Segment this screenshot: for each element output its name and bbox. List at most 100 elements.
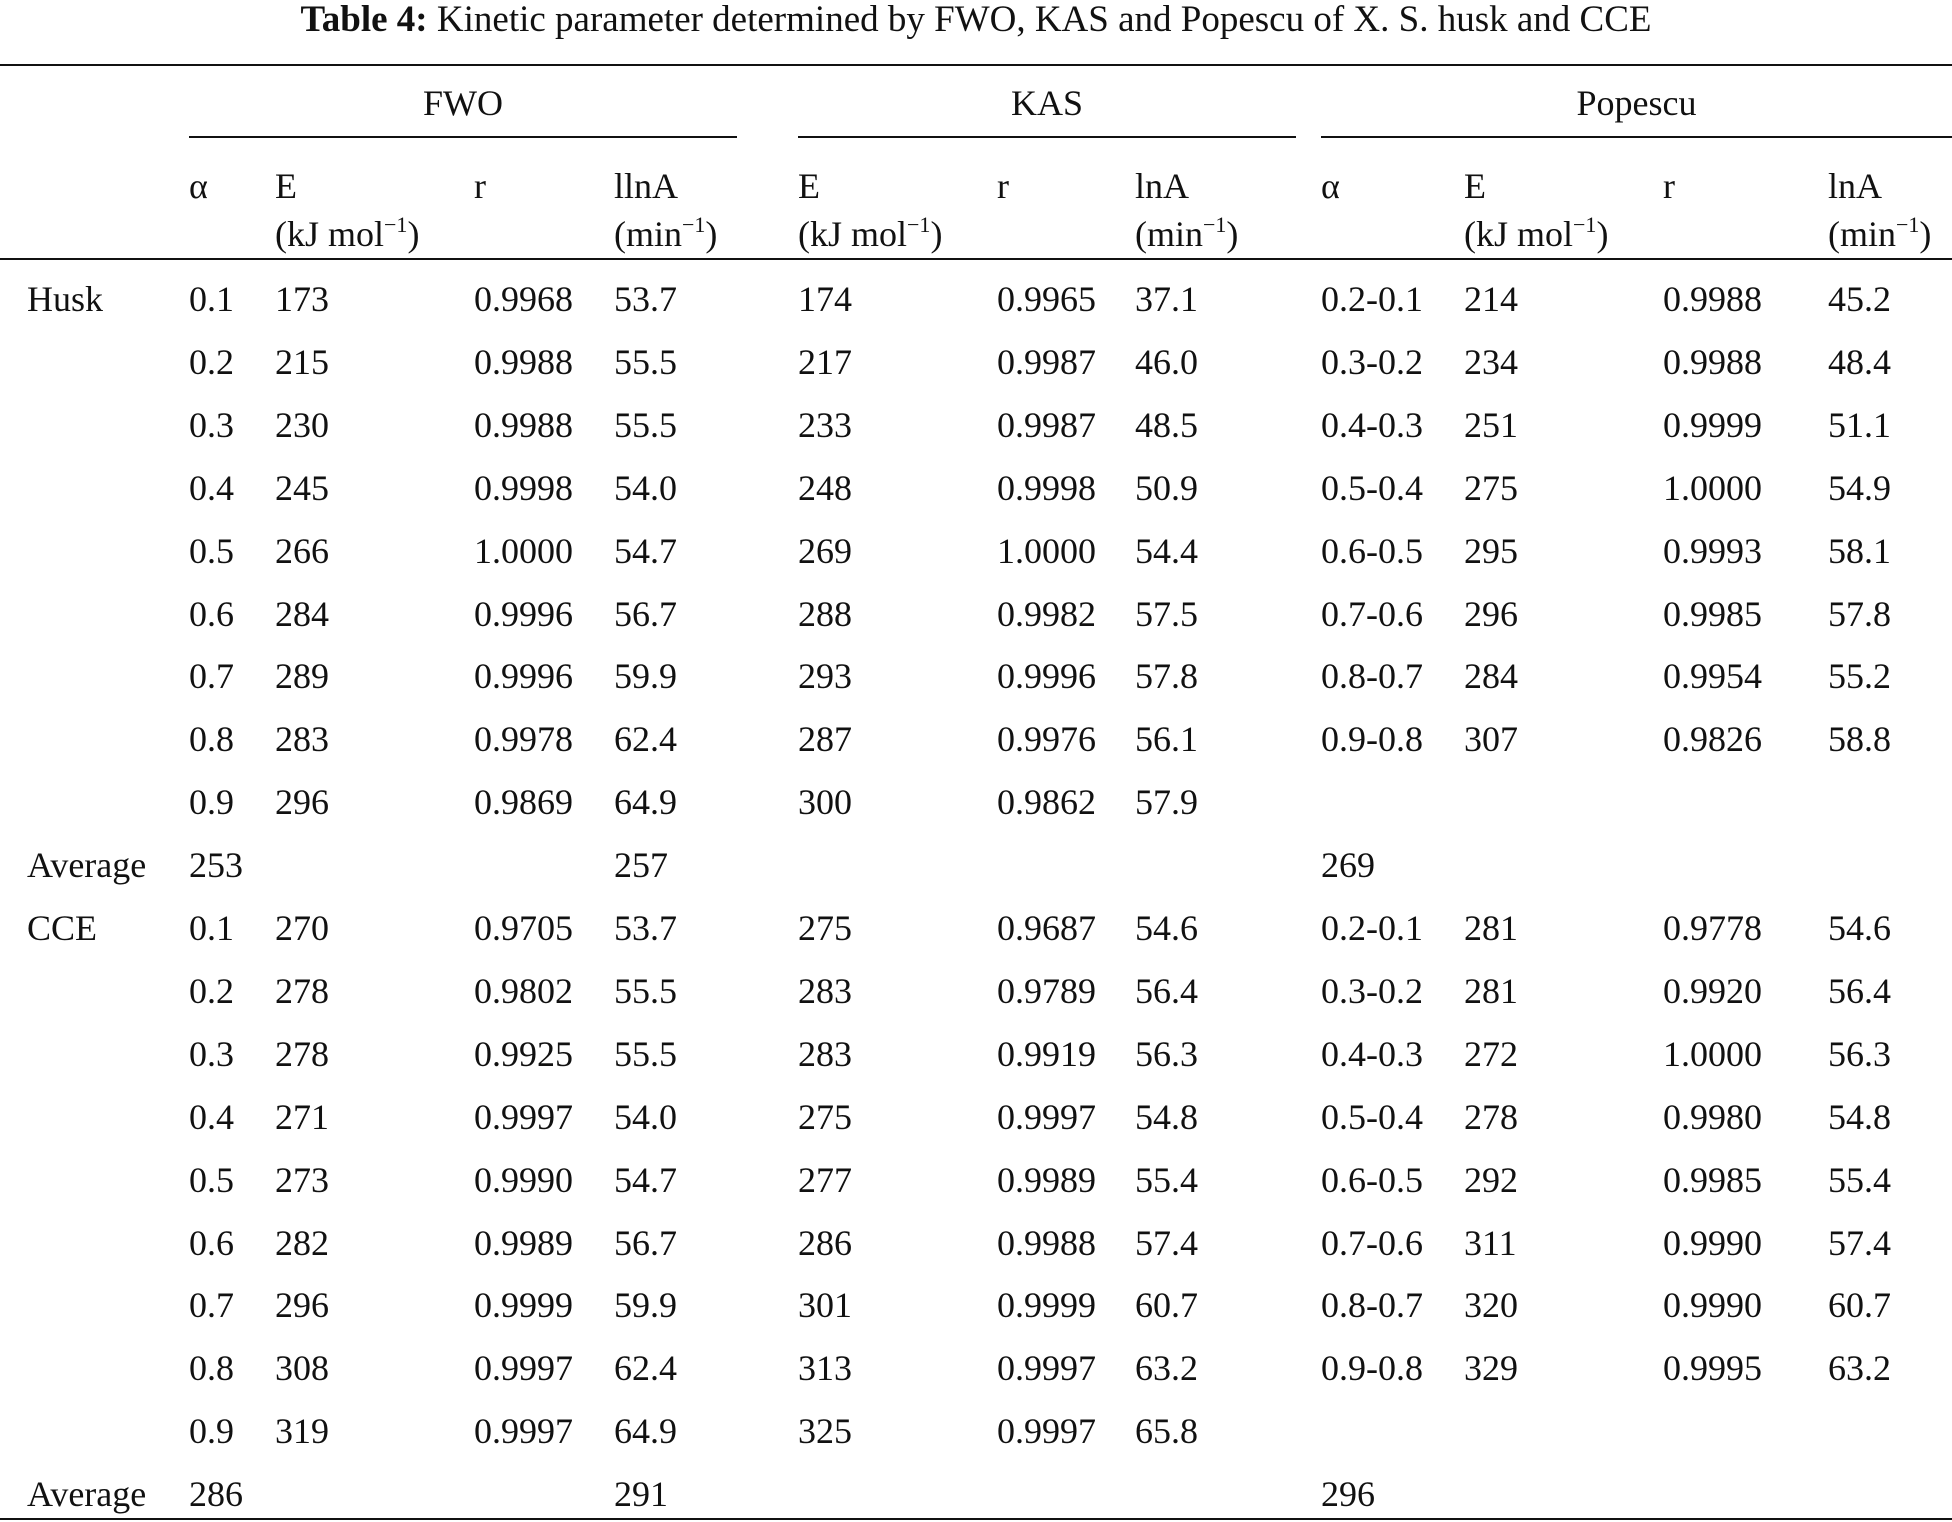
column-unit: (kJ mol−1) bbox=[1464, 212, 1608, 256]
cell: 307 bbox=[1464, 719, 1518, 760]
cell: 56.3 bbox=[1828, 1033, 1891, 1074]
cell: 0.8 bbox=[189, 719, 234, 760]
cell: 0.3-0.2 bbox=[1321, 970, 1423, 1011]
cell: 0.2-0.1 bbox=[1321, 908, 1423, 948]
cell: 0.9920 bbox=[1663, 970, 1762, 1011]
title-text: Kinetic parameter determined by FWO, KAS… bbox=[436, 0, 1652, 40]
cell: 0.4 bbox=[189, 467, 234, 508]
cell: 257 bbox=[614, 845, 668, 886]
unit-close: ) bbox=[930, 214, 943, 254]
cell: 0.9988 bbox=[474, 404, 573, 445]
cell: 54.8 bbox=[1828, 1096, 1891, 1137]
cell: 65.8 bbox=[1135, 1411, 1198, 1452]
cell: 48.5 bbox=[1135, 404, 1198, 445]
cell: 215 bbox=[275, 341, 329, 382]
cell: 301 bbox=[798, 1285, 852, 1326]
cell: 54.6 bbox=[1135, 908, 1198, 948]
cell: 245 bbox=[275, 467, 329, 508]
cell: 54.9 bbox=[1828, 467, 1891, 508]
cell: 0.9995 bbox=[1663, 1348, 1762, 1389]
cell: 37.1 bbox=[1135, 279, 1198, 319]
cell: 0.9990 bbox=[474, 1159, 573, 1200]
group-header: FWO bbox=[423, 83, 503, 123]
cell: 0.9997 bbox=[474, 1348, 573, 1389]
cell: 0.9-0.8 bbox=[1321, 1348, 1423, 1389]
cell: 63.2 bbox=[1135, 1348, 1198, 1389]
cell: 248 bbox=[798, 467, 852, 508]
cell: 308 bbox=[275, 1348, 329, 1389]
cell: 278 bbox=[275, 1033, 329, 1074]
column-header: E bbox=[275, 166, 297, 206]
cell: 0.9988 bbox=[997, 1222, 1096, 1263]
cell: 0.2 bbox=[189, 970, 234, 1011]
unit-exponent: −1 bbox=[1573, 212, 1597, 237]
cell: 320 bbox=[1464, 1285, 1518, 1326]
top-rule bbox=[0, 64, 1952, 66]
cell: 1.0000 bbox=[474, 530, 573, 571]
cell: 0.9997 bbox=[997, 1348, 1096, 1389]
column-unit: (kJ mol−1) bbox=[275, 212, 419, 256]
cell: 0.9987 bbox=[997, 404, 1096, 445]
header-rule bbox=[0, 258, 1952, 260]
cell: 275 bbox=[1464, 467, 1518, 508]
cell: 57.4 bbox=[1828, 1222, 1891, 1263]
cell: 0.8-0.7 bbox=[1321, 656, 1423, 697]
cell: 45.2 bbox=[1828, 279, 1891, 319]
cell: 0.7-0.6 bbox=[1321, 593, 1423, 634]
cell: 0.9996 bbox=[474, 593, 573, 634]
cell: 0.9982 bbox=[997, 593, 1096, 634]
cell: 173 bbox=[275, 279, 329, 319]
cell: 300 bbox=[798, 782, 852, 823]
cell: 0.9862 bbox=[997, 782, 1096, 823]
cell: 296 bbox=[275, 782, 329, 823]
cell: 0.9954 bbox=[1663, 656, 1762, 697]
group-rule bbox=[1321, 136, 1952, 138]
cell: 51.1 bbox=[1828, 404, 1891, 445]
column-unit: (min−1) bbox=[614, 212, 717, 256]
cell: 286 bbox=[189, 1474, 243, 1515]
cell: 0.9978 bbox=[474, 719, 573, 760]
cell: 57.5 bbox=[1135, 593, 1198, 634]
cell: 57.9 bbox=[1135, 782, 1198, 823]
cell: 269 bbox=[1321, 845, 1375, 886]
column-unit: (min−1) bbox=[1135, 212, 1238, 256]
cell: 62.4 bbox=[614, 719, 677, 760]
cell: 0.9998 bbox=[474, 467, 573, 508]
column-header: lnA bbox=[1135, 166, 1189, 206]
unit-close: ) bbox=[1226, 214, 1239, 254]
cell: 0.6 bbox=[189, 1222, 234, 1263]
cell: 0.6 bbox=[189, 593, 234, 634]
cell: 54.7 bbox=[614, 530, 677, 571]
cell: 0.9965 bbox=[997, 279, 1096, 319]
cell: 0.9993 bbox=[1663, 530, 1762, 571]
cell: 0.7 bbox=[189, 1285, 234, 1326]
cell: 273 bbox=[275, 1159, 329, 1200]
cell: 64.9 bbox=[614, 782, 677, 823]
cell: 0.5-0.4 bbox=[1321, 467, 1423, 508]
cell: 0.9 bbox=[189, 1411, 234, 1452]
cell: 296 bbox=[1464, 593, 1518, 634]
column-header: E bbox=[1464, 166, 1486, 206]
cell: 0.4-0.3 bbox=[1321, 1033, 1423, 1074]
cell: 56.7 bbox=[614, 593, 677, 634]
cell: 0.5 bbox=[189, 530, 234, 571]
unit-text: (kJ mol bbox=[275, 214, 385, 254]
cell: 291 bbox=[614, 1474, 668, 1515]
cell: 275 bbox=[798, 908, 852, 948]
cell: 0.6-0.5 bbox=[1321, 1159, 1423, 1200]
cell: 0.9789 bbox=[997, 970, 1096, 1011]
cell: 283 bbox=[275, 719, 329, 760]
cell: 289 bbox=[275, 656, 329, 697]
cell: 0.9705 bbox=[474, 908, 573, 948]
cell: 1.0000 bbox=[1663, 467, 1762, 508]
cell: 217 bbox=[798, 341, 852, 382]
cell: 0.9998 bbox=[997, 467, 1096, 508]
cell: 56.4 bbox=[1135, 970, 1198, 1011]
cell: 0.9980 bbox=[1663, 1096, 1762, 1137]
cell: 59.9 bbox=[614, 656, 677, 697]
cell: 0.9999 bbox=[1663, 404, 1762, 445]
cell: 174 bbox=[798, 279, 852, 319]
column-header: α bbox=[1321, 166, 1340, 206]
cell: 0.9 bbox=[189, 782, 234, 823]
cell: 292 bbox=[1464, 1159, 1518, 1200]
